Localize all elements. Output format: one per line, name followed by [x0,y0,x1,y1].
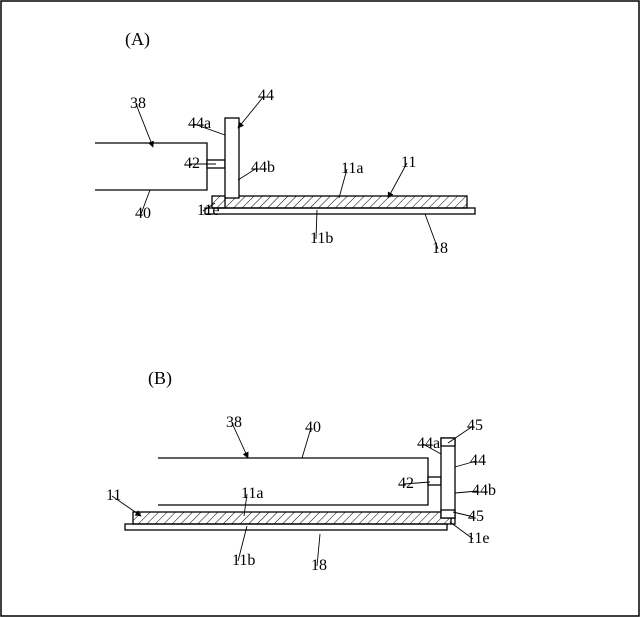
label-45: 45 [467,417,483,434]
label-11a: 11a [341,160,364,177]
panel-A: (A)384444a4244b4011e11a1111b18 [95,29,475,257]
label-11e: 11e [197,202,220,219]
panel-B: (B)38404544a444244b4511e1111a11b18 [106,368,496,574]
label-11: 11 [401,154,416,171]
label-11a: 11a [241,485,264,502]
label-11b: 11b [310,230,333,247]
label-42: 42 [184,155,200,172]
label-11e: 11e [467,530,490,547]
label-44a: 44a [188,115,211,132]
panel-tag: (B) [148,368,172,389]
panel-tag: (A) [125,29,150,50]
label-11: 11 [106,487,121,504]
label-40: 40 [305,419,321,436]
label-44b: 44b [251,159,275,176]
label-18: 18 [311,557,327,574]
label-44b: 44b [472,482,496,499]
label-44: 44 [258,87,274,104]
wafer [133,512,451,524]
label-44a: 44a [417,435,440,452]
label-44: 44 [470,452,486,469]
label-11b: 11b [232,552,255,569]
label-18: 18 [432,240,448,257]
